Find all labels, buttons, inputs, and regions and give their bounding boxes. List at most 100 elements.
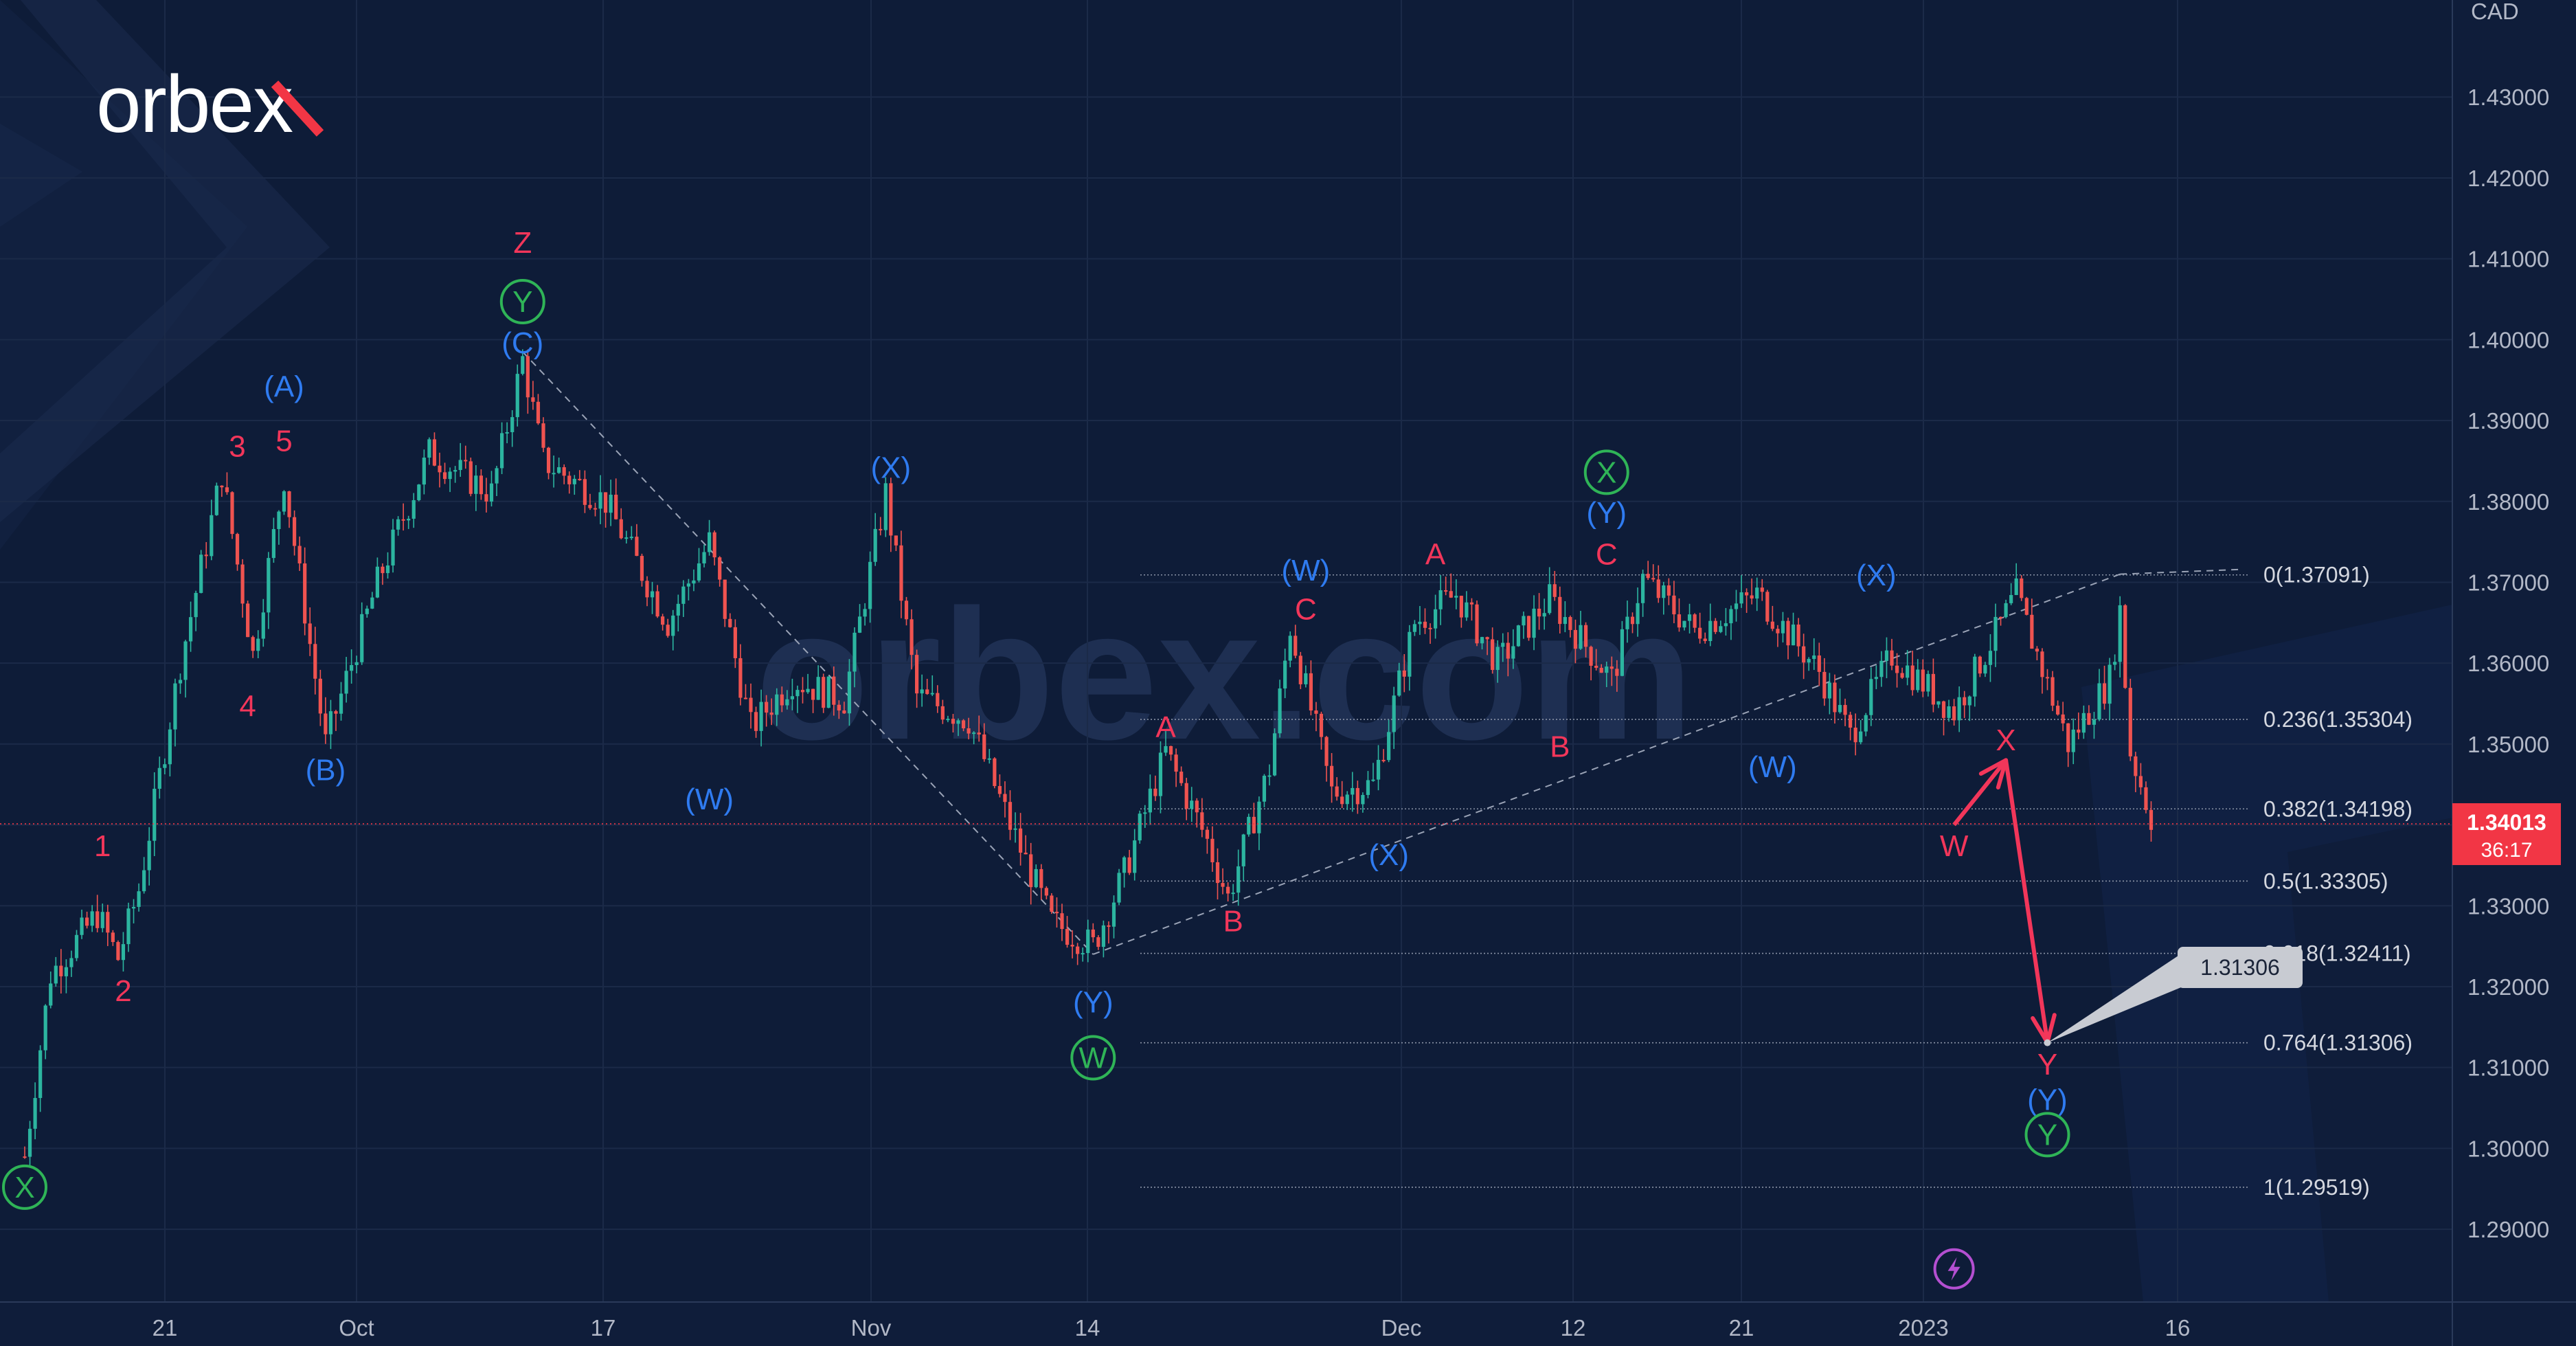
- candle-body: [1548, 584, 1552, 614]
- candle: [1138, 810, 1142, 844]
- current-price-tag: [2452, 803, 2561, 866]
- candle-body: [842, 710, 846, 714]
- candle-body: [173, 683, 177, 730]
- candle-body: [1651, 578, 1656, 580]
- candle: [1361, 792, 1365, 813]
- wave-label: (B): [306, 754, 346, 787]
- candle-body: [1890, 650, 1894, 666]
- candle: [2087, 705, 2091, 726]
- candle-body: [1091, 929, 1095, 938]
- candle-body: [157, 767, 161, 789]
- wave-label: (X): [1856, 559, 1897, 592]
- candle-body: [1745, 592, 1749, 596]
- candle-body: [1065, 929, 1070, 945]
- candle-body: [826, 676, 831, 708]
- candle-body: [168, 729, 172, 765]
- candle: [2071, 718, 2075, 765]
- candle-body: [883, 483, 888, 530]
- candle-body: [354, 662, 359, 665]
- candle: [2014, 563, 2018, 596]
- candle: [879, 517, 883, 536]
- candle-body: [1511, 646, 1515, 659]
- trendline-extension: [2120, 568, 2244, 575]
- candle: [1895, 653, 1899, 688]
- candle: [765, 695, 769, 727]
- candle: [1682, 620, 1686, 631]
- candle: [385, 552, 390, 579]
- candle-body: [282, 491, 286, 512]
- candle: [816, 665, 820, 700]
- wave-label-text: (C): [501, 326, 543, 360]
- candle: [1874, 665, 1878, 690]
- callout-pointer: [2047, 952, 2184, 1043]
- candle-body: [1402, 670, 1406, 677]
- candle: [168, 722, 172, 777]
- candle-body: [920, 689, 924, 694]
- candle: [142, 857, 146, 894]
- candle: [308, 607, 312, 656]
- candle: [1651, 564, 1656, 582]
- candle: [2045, 669, 2050, 691]
- candle: [370, 592, 374, 609]
- candle: [1241, 833, 1245, 882]
- candle: [1526, 616, 1531, 641]
- candle: [33, 1082, 37, 1140]
- candle: [883, 477, 888, 537]
- candle: [614, 478, 618, 520]
- candle-body: [832, 676, 836, 705]
- candle-body: [790, 696, 794, 699]
- candle-body: [1589, 647, 1593, 666]
- wave-label: 1: [94, 829, 111, 863]
- candle: [1973, 653, 1977, 707]
- candle: [1226, 882, 1230, 901]
- candle: [90, 905, 94, 932]
- candle-body: [438, 465, 442, 473]
- candle-body: [857, 616, 862, 633]
- candle-body: [479, 475, 483, 495]
- candle: [495, 465, 499, 496]
- candle: [2050, 671, 2055, 711]
- price-axis[interactable]: 1.43000 1.42000 1.41000 1.40000 1.39000 1.380…: [2452, 0, 2549, 1346]
- candle-body: [484, 494, 488, 502]
- candle-body: [2134, 756, 2138, 776]
- candle-body: [287, 491, 291, 517]
- candle: [754, 706, 758, 738]
- candle-body: [1330, 765, 1334, 787]
- candle-body: [1050, 895, 1054, 912]
- candle: [1195, 798, 1199, 828]
- candle-body: [1008, 802, 1013, 830]
- candle-body: [2009, 595, 2013, 603]
- candle: [1708, 603, 1713, 647]
- candle-body: [313, 644, 317, 679]
- candle: [1745, 588, 1749, 614]
- candle: [655, 585, 659, 618]
- time-axis[interactable]: 21 Oct 17 Nov 14 Dec 12 21 2023 16: [0, 1301, 2576, 1341]
- candle: [1210, 826, 1214, 872]
- candles[interactable]: [23, 349, 2154, 1166]
- candle: [567, 471, 572, 494]
- fib-level-label: 0(1.37091): [2263, 563, 2370, 587]
- candle-body: [624, 537, 629, 539]
- wave-label-text: (X): [1856, 559, 1897, 592]
- candle: [749, 683, 753, 729]
- candle: [267, 552, 271, 629]
- candle: [1921, 659, 1925, 697]
- candle-body: [142, 870, 146, 892]
- candle-body: [1838, 705, 1842, 713]
- candle-body: [795, 690, 800, 697]
- candle: [515, 364, 519, 427]
- candle-body: [1454, 596, 1458, 598]
- candle: [396, 516, 400, 536]
- candle: [111, 930, 115, 946]
- candle: [1298, 651, 1302, 689]
- candle-body: [1770, 621, 1774, 629]
- candle-body: [1568, 617, 1572, 630]
- candle-body: [645, 581, 649, 598]
- candle: [251, 635, 255, 658]
- candle-body: [1822, 671, 1827, 699]
- candle-body: [1101, 925, 1105, 947]
- time-tick-label: Oct: [339, 1315, 374, 1341]
- candle-body: [2102, 683, 2107, 704]
